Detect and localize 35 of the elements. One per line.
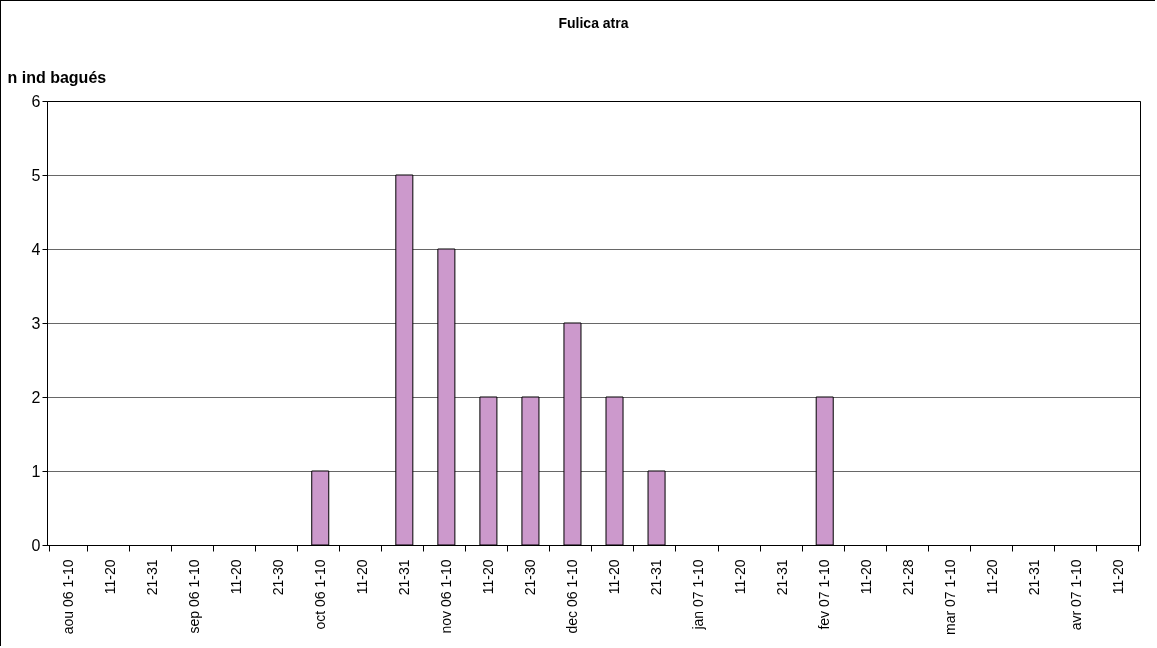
x-tick-label: 21-31 <box>1026 559 1043 596</box>
x-tick-label: nov 06 1-10 <box>437 559 454 634</box>
x-tick-label: 21-31 <box>648 559 665 596</box>
y-tick-label: 5 <box>31 166 41 184</box>
x-tick-label: avr 07 1-10 <box>1068 559 1085 631</box>
x-tick-label: jan 07 1-10 <box>690 559 707 631</box>
y-tick-label: 2 <box>31 388 41 406</box>
x-tick-label: 21-31 <box>774 559 791 596</box>
x-tick-label: oct 06 1-10 <box>311 559 328 630</box>
x-tick-label: 11-20 <box>732 559 749 595</box>
x-tick-label: 11-20 <box>1110 559 1127 595</box>
x-tick-label: dec 06 1-10 <box>563 559 580 634</box>
x-tick-label: sep 06 1-10 <box>185 559 202 634</box>
y-tick-label: 3 <box>31 314 41 332</box>
y-tick-label: 4 <box>31 240 41 258</box>
x-tick-label: aou 06 1-10 <box>59 559 76 635</box>
x-tick-label: 11-20 <box>101 559 118 595</box>
y-tick-label: 1 <box>31 462 41 480</box>
x-tick-label: 21-30 <box>521 559 538 596</box>
x-tick-label: 21-31 <box>143 559 160 596</box>
x-tick-label: 21-30 <box>269 559 286 596</box>
y-tick-label: 0 <box>31 536 41 554</box>
x-tick-label: 11-20 <box>984 559 1001 595</box>
y-tick-label: 6 <box>31 92 41 110</box>
y-axis-title: n ind bagués <box>7 68 107 86</box>
x-tick-label: 11-20 <box>479 559 496 595</box>
chart-title: Fulica atra <box>558 15 629 31</box>
x-tick-label: 21-31 <box>395 559 412 596</box>
x-tick-label: 21-28 <box>900 559 917 596</box>
x-tick-label: 11-20 <box>353 559 370 595</box>
x-tick-label: mar 07 1-10 <box>942 559 959 635</box>
x-tick-label: fev 07 1-10 <box>816 559 833 630</box>
x-tick-label: 11-20 <box>227 559 244 595</box>
x-tick-label: 11-20 <box>606 559 623 595</box>
x-tick-label: 11-20 <box>858 559 875 595</box>
